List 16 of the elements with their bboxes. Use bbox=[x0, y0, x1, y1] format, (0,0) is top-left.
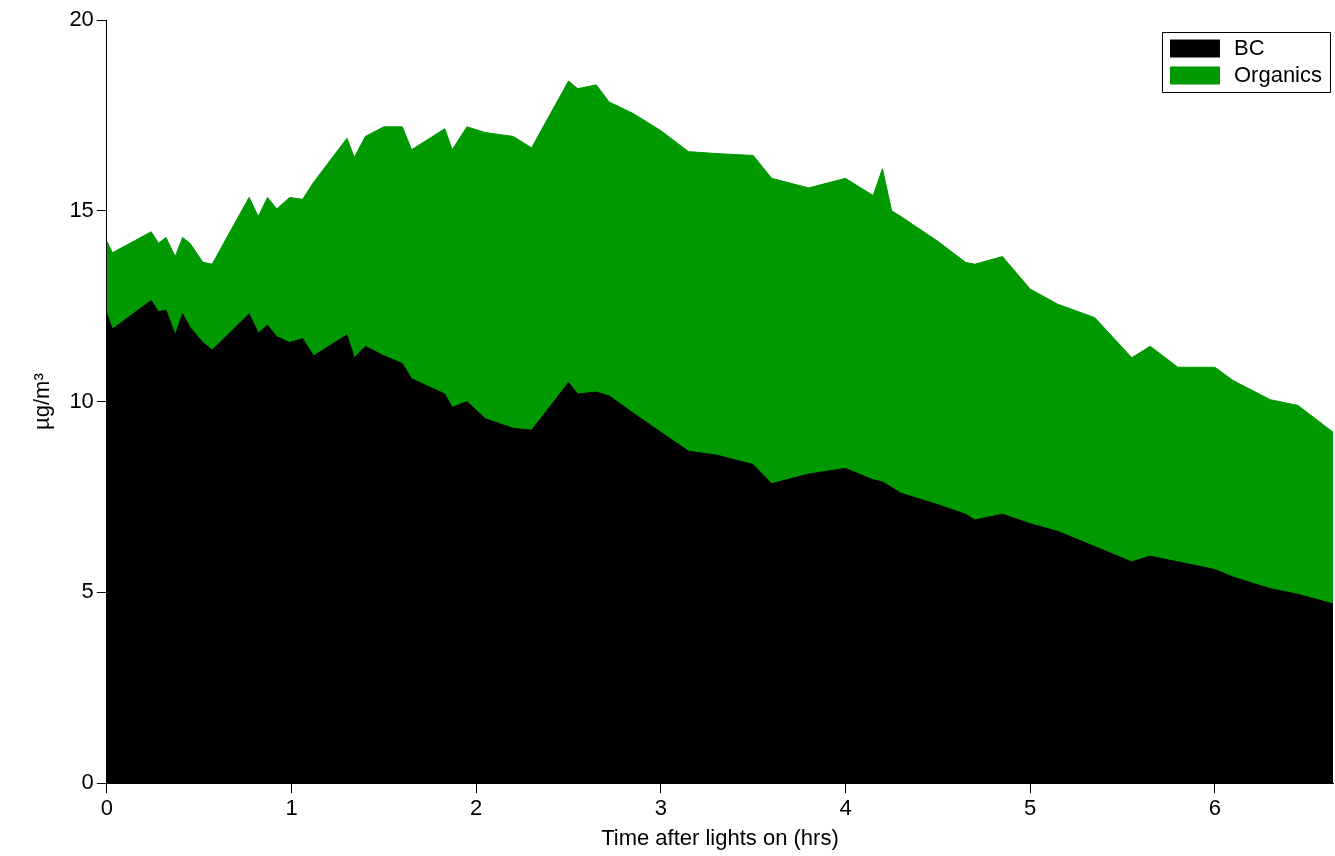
x-axis-title: Time after lights on (hrs) bbox=[601, 824, 839, 850]
y-tick-label: 20 bbox=[69, 6, 94, 32]
x-tick-label: 2 bbox=[470, 795, 483, 821]
y-tick-label: 0 bbox=[81, 769, 94, 795]
x-tick-label: 5 bbox=[1024, 795, 1037, 821]
x-tick-label: 1 bbox=[285, 795, 298, 821]
legend-label: BC bbox=[1233, 34, 1265, 60]
x-tick-label: 3 bbox=[654, 795, 667, 821]
y-tick-label: 15 bbox=[69, 196, 94, 222]
y-tick-label: 10 bbox=[69, 387, 94, 413]
y-tick-label: 5 bbox=[81, 578, 94, 604]
x-tick-label: 6 bbox=[1208, 795, 1221, 821]
legend-label: Organics bbox=[1233, 61, 1323, 87]
x-tick-label: 4 bbox=[839, 795, 852, 821]
y-axis-title: µg/m³ bbox=[29, 373, 55, 430]
x-tick-label: 0 bbox=[100, 795, 113, 821]
